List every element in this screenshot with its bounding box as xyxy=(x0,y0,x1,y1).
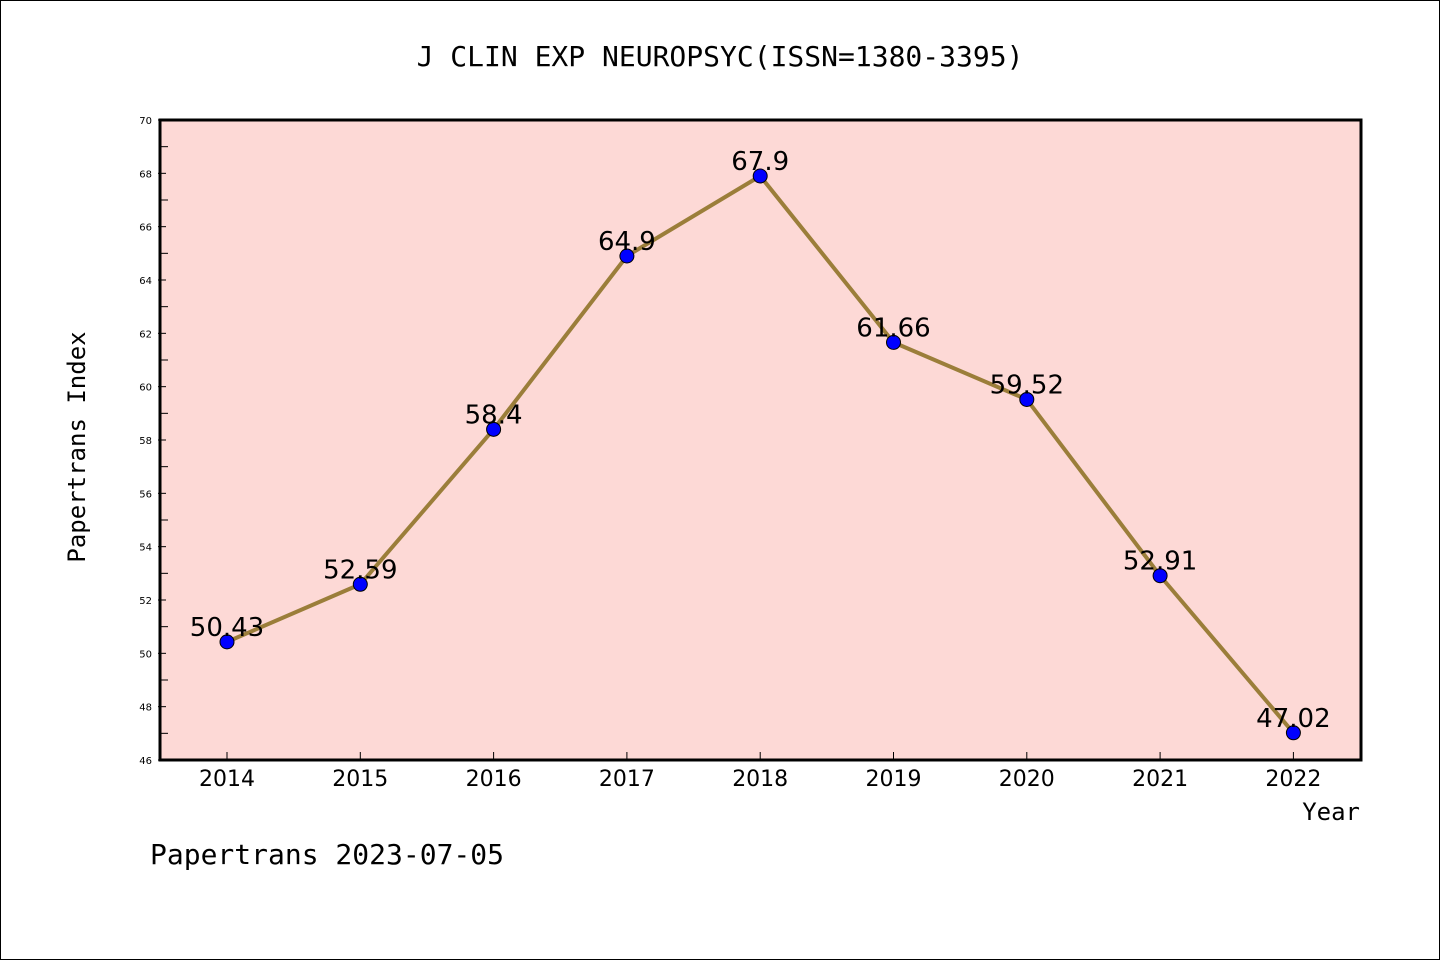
x-tick-label: 2020 xyxy=(999,767,1055,792)
data-labels: 50.43 52.59 58.4 64.9 67.9 61.66 59.52 52.91 47.… xyxy=(190,147,1331,734)
y-axis: 46 48 50 52 54 56 58 60 62 64 66 68 70 xyxy=(139,116,168,767)
chart-title: J CLIN EXP NEUROPSYC(ISSN=1380-3395) xyxy=(417,40,1024,73)
y-tick-label: 62 xyxy=(139,329,152,340)
data-point xyxy=(886,334,901,350)
data-label: 52.59 xyxy=(323,555,397,585)
data-label: 58.4 xyxy=(465,400,523,430)
series-markers xyxy=(219,168,1301,741)
data-point xyxy=(752,168,768,184)
data-label: 61.66 xyxy=(856,313,930,343)
y-tick-label: 54 xyxy=(139,543,152,554)
y-tick-label: 46 xyxy=(139,756,152,767)
x-tick-label: 2022 xyxy=(1265,767,1321,792)
footer-text: Papertrans 2023-07-05 xyxy=(150,838,504,871)
data-point xyxy=(1019,391,1035,407)
x-axis: 2014 2015 2016 2017 2018 2019 2020 2021 2022 xyxy=(199,752,1321,792)
plot-border xyxy=(158,118,1363,762)
data-label: 64.9 xyxy=(598,227,656,257)
data-point xyxy=(1152,568,1168,584)
x-tick-label: 2016 xyxy=(466,767,522,792)
data-label: 67.9 xyxy=(731,147,789,177)
y-tick-label: 48 xyxy=(139,703,152,714)
data-point xyxy=(619,248,635,264)
y-tick-label: 60 xyxy=(139,383,152,394)
data-point xyxy=(219,634,235,650)
x-tick-label: 2021 xyxy=(1132,767,1188,792)
y-tick-label: 66 xyxy=(139,223,152,234)
data-point xyxy=(1285,725,1301,741)
y-tick-label: 50 xyxy=(139,649,152,660)
data-label: 52.91 xyxy=(1123,547,1197,577)
plot-area xyxy=(160,120,1361,760)
x-axis-label: Year xyxy=(1302,798,1360,826)
y-axis-label: Papertrans Index xyxy=(63,331,91,562)
y-tick-label: 52 xyxy=(139,596,152,607)
y-tick-label: 64 xyxy=(139,276,152,287)
y-tick-label: 70 xyxy=(139,116,152,127)
y-tick-label: 56 xyxy=(139,489,152,500)
data-label: 47.02 xyxy=(1256,704,1330,734)
x-tick-label: 2014 xyxy=(199,767,255,792)
data-point xyxy=(352,576,368,592)
data-point xyxy=(486,421,502,437)
x-tick-label: 2015 xyxy=(332,767,388,792)
x-tick-label: 2017 xyxy=(599,767,655,792)
x-tick-label: 2019 xyxy=(866,767,922,792)
x-tick-label: 2018 xyxy=(732,767,788,792)
y-tick-label: 58 xyxy=(139,436,152,447)
y-tick-label: 68 xyxy=(139,169,152,180)
data-label: 50.43 xyxy=(190,613,264,643)
data-label: 59.52 xyxy=(990,370,1064,400)
